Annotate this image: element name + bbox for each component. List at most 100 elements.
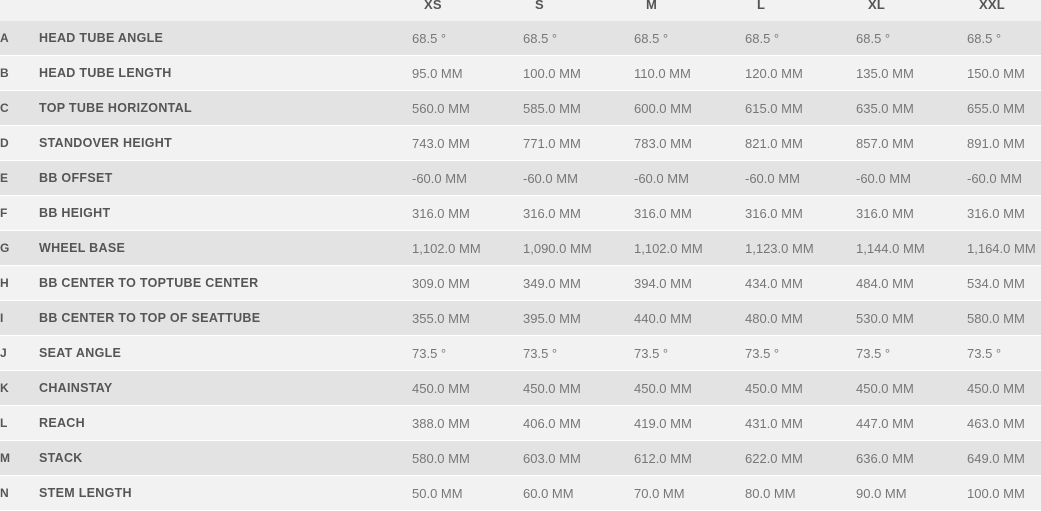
- measurement-cell: -60.0 MM: [745, 160, 856, 196]
- measurement-cell: 100.0 MM: [967, 475, 1041, 511]
- measurement-cell: 388.0 MM: [412, 405, 523, 441]
- column-header-xs: XS: [412, 0, 523, 21]
- measurement-cell: 450.0 MM: [856, 370, 967, 406]
- column-header-s: S: [523, 0, 634, 21]
- measurement-cell: 406.0 MM: [523, 405, 634, 441]
- row-label: BB OFFSET: [39, 160, 412, 196]
- measurement-cell: -60.0 MM: [856, 160, 967, 196]
- measurement-cell: 821.0 MM: [745, 125, 856, 161]
- measurement-cell: 120.0 MM: [745, 55, 856, 91]
- measurement-cell: 1,164.0 MM: [967, 230, 1041, 266]
- measurement-cell: 80.0 MM: [745, 475, 856, 511]
- measurement-cell: 771.0 MM: [523, 125, 634, 161]
- measurement-cell: 316.0 MM: [634, 195, 745, 231]
- table-row: L REACH 388.0 MM 406.0 MM 419.0 MM 431.0 MM 44…: [0, 405, 1041, 441]
- measurement-cell: 68.5 °: [745, 21, 856, 56]
- measurement-cell: 68.5 °: [523, 21, 634, 56]
- measurement-cell: 68.5 °: [856, 21, 967, 56]
- row-letter: K: [0, 370, 39, 406]
- table-row: H BB CENTER TO TOPTUBE CENTER 309.0 MM 349.…: [0, 265, 1041, 301]
- measurement-cell: 419.0 MM: [634, 405, 745, 441]
- measurement-cell: 1,144.0 MM: [856, 230, 967, 266]
- header-letter-column: [0, 0, 39, 21]
- column-header-m: M: [634, 0, 745, 21]
- row-letter: M: [0, 440, 39, 476]
- row-label: BB HEIGHT: [39, 195, 412, 231]
- table-row: D STANDOVER HEIGHT 743.0 MM 771.0 MM 783.0 M…: [0, 125, 1041, 161]
- measurement-cell: 90.0 MM: [856, 475, 967, 511]
- table-header: XS S M L XL XXL: [0, 0, 1041, 21]
- row-label: WHEEL BASE: [39, 230, 412, 266]
- measurement-cell: 635.0 MM: [856, 90, 967, 126]
- table-row: N STEM LENGTH 50.0 MM 60.0 MM 70.0 MM 80.0 MM…: [0, 475, 1041, 511]
- table-row: M STACK 580.0 MM 603.0 MM 612.0 MM 622.0 MM 63…: [0, 440, 1041, 476]
- measurement-cell: 1,102.0 MM: [412, 230, 523, 266]
- measurement-cell: 316.0 MM: [745, 195, 856, 231]
- measurement-cell: 1,090.0 MM: [523, 230, 634, 266]
- measurement-cell: 463.0 MM: [967, 405, 1041, 441]
- measurement-cell: 95.0 MM: [412, 55, 523, 91]
- table-row: I BB CENTER TO TOP OF SEATTUBE 355.0 MM 395…: [0, 300, 1041, 336]
- row-label: HEAD TUBE ANGLE: [39, 21, 412, 56]
- measurement-cell: 603.0 MM: [523, 440, 634, 476]
- table-row: B HEAD TUBE LENGTH 95.0 MM 100.0 MM 110.0 MM…: [0, 55, 1041, 91]
- measurement-cell: 612.0 MM: [634, 440, 745, 476]
- measurement-cell: 60.0 MM: [523, 475, 634, 511]
- measurement-cell: 349.0 MM: [523, 265, 634, 301]
- measurement-cell: 316.0 MM: [523, 195, 634, 231]
- measurement-cell: 135.0 MM: [856, 55, 967, 91]
- measurement-cell: 655.0 MM: [967, 90, 1041, 126]
- measurement-cell: 394.0 MM: [634, 265, 745, 301]
- measurement-cell: 560.0 MM: [412, 90, 523, 126]
- measurement-cell: -60.0 MM: [967, 160, 1041, 196]
- measurement-cell: 1,102.0 MM: [634, 230, 745, 266]
- row-label: STACK: [39, 440, 412, 476]
- measurement-cell: 434.0 MM: [745, 265, 856, 301]
- table-row: F BB HEIGHT 316.0 MM 316.0 MM 316.0 MM 316.0 …: [0, 195, 1041, 231]
- measurement-cell: 450.0 MM: [745, 370, 856, 406]
- table-row: E BB OFFSET -60.0 MM -60.0 MM -60.0 MM -60.0 …: [0, 160, 1041, 196]
- measurement-cell: 150.0 MM: [967, 55, 1041, 91]
- row-label: BB CENTER TO TOP OF SEATTUBE: [39, 300, 412, 336]
- measurement-cell: 73.5 °: [745, 335, 856, 371]
- measurement-cell: 100.0 MM: [523, 55, 634, 91]
- measurement-cell: 316.0 MM: [967, 195, 1041, 231]
- measurement-cell: -60.0 MM: [634, 160, 745, 196]
- measurement-cell: 450.0 MM: [634, 370, 745, 406]
- measurement-cell: 70.0 MM: [634, 475, 745, 511]
- measurement-cell: 68.5 °: [967, 21, 1041, 56]
- measurement-cell: 68.5 °: [412, 21, 523, 56]
- measurement-cell: 68.5 °: [634, 21, 745, 56]
- measurement-cell: 580.0 MM: [412, 440, 523, 476]
- measurement-cell: 857.0 MM: [856, 125, 967, 161]
- measurement-cell: 534.0 MM: [967, 265, 1041, 301]
- measurement-cell: -60.0 MM: [523, 160, 634, 196]
- measurement-cell: 110.0 MM: [634, 55, 745, 91]
- row-label: STANDOVER HEIGHT: [39, 125, 412, 161]
- measurement-cell: 615.0 MM: [745, 90, 856, 126]
- measurement-cell: 73.5 °: [634, 335, 745, 371]
- measurement-cell: 309.0 MM: [412, 265, 523, 301]
- measurement-cell: 450.0 MM: [523, 370, 634, 406]
- measurement-cell: 783.0 MM: [634, 125, 745, 161]
- row-letter: F: [0, 195, 39, 231]
- header-label-column: [39, 0, 412, 21]
- measurement-cell: 316.0 MM: [412, 195, 523, 231]
- row-letter: H: [0, 265, 39, 301]
- measurement-cell: 580.0 MM: [967, 300, 1041, 336]
- measurement-cell: 600.0 MM: [634, 90, 745, 126]
- row-letter: A: [0, 21, 39, 56]
- row-letter: D: [0, 125, 39, 161]
- column-header-xl: XL: [856, 0, 967, 21]
- measurement-cell: 73.5 °: [523, 335, 634, 371]
- measurement-cell: -60.0 MM: [412, 160, 523, 196]
- measurement-cell: 1,123.0 MM: [745, 230, 856, 266]
- measurement-cell: 484.0 MM: [856, 265, 967, 301]
- measurement-cell: 649.0 MM: [967, 440, 1041, 476]
- measurement-cell: 355.0 MM: [412, 300, 523, 336]
- measurement-cell: 316.0 MM: [856, 195, 967, 231]
- row-letter: C: [0, 90, 39, 126]
- table-row: G WHEEL BASE 1,102.0 MM 1,090.0 MM 1,102.0 M…: [0, 230, 1041, 266]
